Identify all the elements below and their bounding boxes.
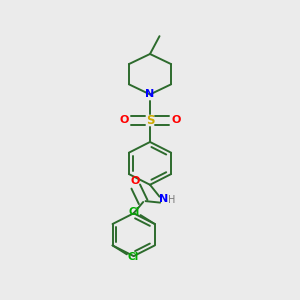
Text: Cl: Cl xyxy=(128,252,139,262)
Text: N: N xyxy=(159,194,168,204)
Text: H: H xyxy=(168,195,176,205)
Text: N: N xyxy=(146,89,154,99)
Text: O: O xyxy=(119,115,129,125)
Text: S: S xyxy=(146,114,154,127)
Text: O: O xyxy=(130,176,140,186)
Text: Cl: Cl xyxy=(128,207,140,217)
Text: O: O xyxy=(171,115,181,125)
